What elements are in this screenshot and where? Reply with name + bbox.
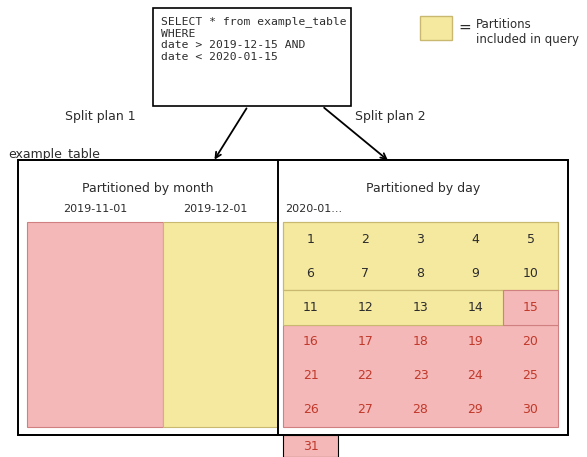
Text: 2020-01...: 2020-01... bbox=[285, 204, 342, 214]
Text: 24: 24 bbox=[468, 369, 483, 382]
Text: 27: 27 bbox=[357, 404, 373, 416]
Bar bbox=[18, 160, 568, 435]
Bar bbox=[503, 290, 558, 324]
Text: =: = bbox=[458, 20, 471, 35]
Text: 2019-12-01: 2019-12-01 bbox=[183, 204, 247, 214]
Text: SELECT * from example_table
WHERE
date > 2019-12-15 AND
date < 2020-01-15: SELECT * from example_table WHERE date >… bbox=[161, 16, 347, 62]
Bar bbox=[283, 222, 558, 290]
Text: 31: 31 bbox=[303, 440, 318, 452]
Text: Split plan 2: Split plan 2 bbox=[355, 110, 426, 123]
Text: Partitioned by day: Partitioned by day bbox=[366, 182, 480, 195]
Text: 19: 19 bbox=[468, 335, 483, 348]
Bar bbox=[163, 222, 278, 427]
Text: 21: 21 bbox=[303, 369, 318, 382]
Text: 11: 11 bbox=[303, 301, 318, 314]
Text: 2: 2 bbox=[362, 233, 369, 245]
Text: 3: 3 bbox=[417, 233, 424, 245]
Text: Split plan 1: Split plan 1 bbox=[65, 110, 136, 123]
Bar bbox=[283, 290, 503, 324]
Text: 18: 18 bbox=[413, 335, 429, 348]
Bar bbox=[27, 222, 163, 427]
Text: 30: 30 bbox=[522, 404, 538, 416]
Bar bbox=[18, 160, 568, 435]
Text: 29: 29 bbox=[468, 404, 483, 416]
Text: 10: 10 bbox=[522, 267, 538, 280]
Text: 6: 6 bbox=[306, 267, 315, 280]
Text: 4: 4 bbox=[471, 233, 480, 245]
Text: 23: 23 bbox=[413, 369, 429, 382]
Text: 17: 17 bbox=[357, 335, 373, 348]
Text: 13: 13 bbox=[413, 301, 429, 314]
Text: Partitions
included in query: Partitions included in query bbox=[476, 18, 579, 46]
Text: 9: 9 bbox=[471, 267, 480, 280]
Text: 7: 7 bbox=[362, 267, 369, 280]
Text: 14: 14 bbox=[468, 301, 483, 314]
Text: 26: 26 bbox=[303, 404, 318, 416]
Text: Partitioned by month: Partitioned by month bbox=[82, 182, 214, 195]
Bar bbox=[283, 324, 558, 427]
Text: 12: 12 bbox=[357, 301, 373, 314]
Text: example_table: example_table bbox=[8, 148, 100, 161]
Text: 22: 22 bbox=[357, 369, 373, 382]
Bar bbox=[283, 222, 558, 290]
Bar bbox=[153, 8, 351, 106]
Text: 28: 28 bbox=[413, 404, 429, 416]
Text: 5: 5 bbox=[527, 233, 535, 245]
Text: 15: 15 bbox=[522, 301, 538, 314]
Bar bbox=[420, 16, 452, 40]
Bar bbox=[283, 290, 503, 324]
Bar bbox=[503, 290, 558, 324]
Text: 1: 1 bbox=[306, 233, 315, 245]
Text: 2019-11-01: 2019-11-01 bbox=[63, 204, 127, 214]
Text: 8: 8 bbox=[417, 267, 424, 280]
Text: 16: 16 bbox=[303, 335, 318, 348]
Text: 25: 25 bbox=[522, 369, 538, 382]
Text: 20: 20 bbox=[522, 335, 538, 348]
Bar bbox=[283, 435, 338, 457]
